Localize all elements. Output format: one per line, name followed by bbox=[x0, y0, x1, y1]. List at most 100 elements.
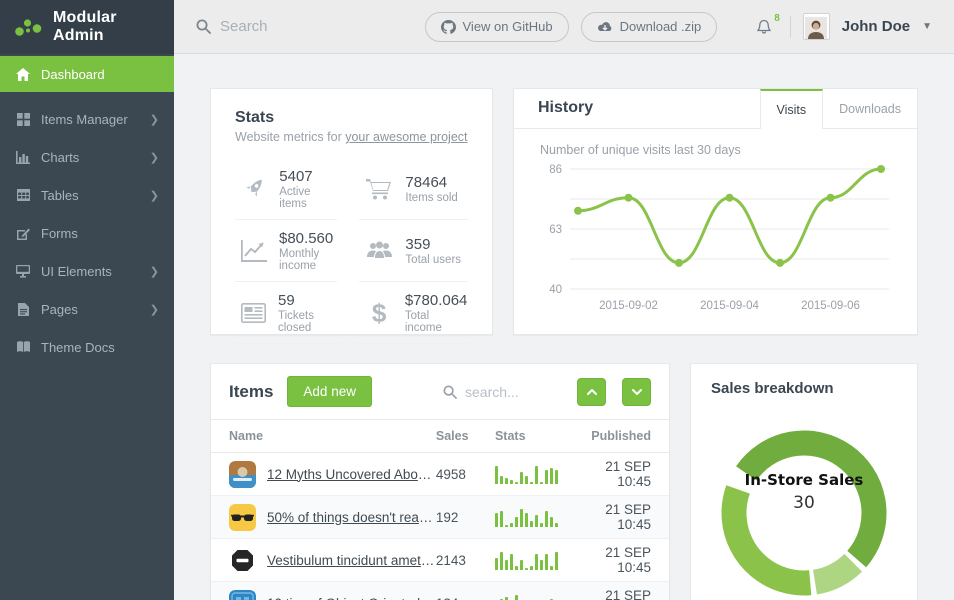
sales-value: 2143 bbox=[435, 538, 495, 582]
chevron-right-icon: ❯ bbox=[149, 303, 159, 316]
chevron-right-icon: ❯ bbox=[149, 189, 159, 202]
avatar[interactable] bbox=[802, 13, 830, 40]
notifications-button[interactable]: 8 bbox=[756, 13, 780, 36]
sales-title: Sales breakdown bbox=[711, 380, 834, 397]
search-icon bbox=[443, 384, 457, 399]
sidebar-item-items-manager[interactable]: Items Manager ❯ bbox=[0, 100, 174, 138]
table-row: Vestibulum tincidunt amet la... 2143 21 … bbox=[211, 538, 669, 582]
download-zip-button[interactable]: Download .zip bbox=[580, 11, 718, 42]
tickets-icon bbox=[241, 303, 266, 323]
sidebar-item-label: Theme Docs bbox=[41, 339, 115, 355]
chevron-down-icon[interactable]: ▼ bbox=[922, 21, 932, 32]
topbar-right: 8 John Doe ▼ bbox=[756, 13, 932, 40]
sidebar-item-label: Dashboard bbox=[41, 66, 105, 82]
published-value: 21 SEP 10:45 bbox=[591, 452, 669, 496]
items-search bbox=[443, 383, 557, 400]
sidebar-item-dashboard[interactable]: Dashboard bbox=[0, 56, 174, 92]
items-search-input[interactable] bbox=[465, 383, 557, 400]
view-on-github-button[interactable]: View on GitHub bbox=[424, 11, 569, 42]
svg-text:40: 40 bbox=[549, 284, 562, 296]
sales-value: 4958 bbox=[435, 452, 495, 496]
history-header: History Visits Downloads bbox=[514, 89, 917, 129]
rocket-icon bbox=[241, 177, 267, 201]
chart-icon bbox=[241, 240, 267, 262]
item-link[interactable]: Vestibulum tincidunt amet la... bbox=[267, 552, 435, 568]
cloud-download-icon bbox=[597, 21, 613, 33]
stat-tickets-closed: 59 Tickets closed bbox=[235, 282, 338, 344]
sidebar-item-label: UI Elements bbox=[41, 263, 112, 279]
stat-label: Total income bbox=[404, 310, 442, 334]
file-icon bbox=[15, 302, 31, 316]
stat-value: $780.064 bbox=[404, 292, 468, 309]
col-header-sales[interactable]: Sales bbox=[435, 419, 495, 453]
stat-label: Monthly income bbox=[279, 248, 320, 272]
dollar-icon: $ bbox=[371, 297, 387, 328]
sidebar-item-tables[interactable]: Tables ❯ bbox=[0, 176, 174, 214]
stat-value: 5407 bbox=[279, 168, 313, 185]
topbar: View on GitHub Download .zip 8 John Doe … bbox=[174, 0, 954, 54]
sort-down-button[interactable] bbox=[622, 377, 651, 406]
sidebar-item-ui-elements[interactable]: UI Elements ❯ bbox=[0, 252, 174, 290]
items-card: Items Add new bbox=[210, 363, 670, 600]
brand[interactable]: Modular Admin bbox=[0, 0, 174, 54]
sidebar-item-forms[interactable]: Forms bbox=[0, 214, 174, 252]
sparkline-chart bbox=[494, 507, 591, 527]
stat-label: Tickets closed bbox=[278, 310, 314, 334]
users-icon bbox=[365, 241, 393, 262]
published-value: 21 SEP 10:45 bbox=[591, 538, 669, 582]
stat-value: 59 bbox=[278, 292, 295, 309]
search-input[interactable] bbox=[220, 18, 360, 35]
item-link[interactable]: 10 tips of Object Oriented De... bbox=[267, 596, 435, 600]
stats-title: Stats bbox=[235, 109, 275, 126]
bar-chart-icon bbox=[15, 150, 31, 164]
project-link[interactable]: your awesome project bbox=[345, 130, 468, 144]
stat-items-sold: 78464 Items sold bbox=[359, 158, 468, 220]
stat-monthly-income: $80.560 Monthly income bbox=[235, 220, 338, 282]
sort-up-button[interactable] bbox=[577, 377, 606, 406]
sidebar-item-label: Forms bbox=[41, 225, 78, 241]
user-menu[interactable]: John Doe bbox=[841, 18, 911, 35]
search-icon bbox=[196, 19, 211, 34]
table-row: 50% of things doesn't really ... 192 21 … bbox=[211, 495, 669, 539]
item-link[interactable]: 12 Myths Uncovered About I... bbox=[267, 466, 435, 482]
sidebar-item-label: Tables bbox=[41, 187, 79, 203]
chevron-right-icon: ❯ bbox=[149, 113, 159, 126]
donut-chart: In-Store Sales 30 bbox=[711, 413, 897, 600]
table-row: 10 tips of Object Oriented De... 124 21 … bbox=[211, 581, 669, 600]
stat-value: $80.560 bbox=[279, 230, 334, 247]
sidebar-item-pages[interactable]: Pages ❯ bbox=[0, 290, 174, 328]
sidebar-item-label: Charts bbox=[41, 149, 80, 165]
view-on-github-label: View on GitHub bbox=[462, 19, 553, 34]
add-new-button[interactable]: Add new bbox=[287, 376, 372, 407]
donut-center-label: In-Store Sales 30 bbox=[744, 471, 864, 513]
col-header-published[interactable]: Published bbox=[591, 419, 669, 453]
stat-total-users: 359 Total users bbox=[359, 220, 468, 282]
main-content: Stats Website metrics for your awesome p… bbox=[174, 54, 954, 600]
stat-label: Items sold bbox=[405, 192, 458, 204]
book-icon bbox=[15, 341, 31, 353]
history-subtitle: Number of unique visits last 30 days bbox=[540, 143, 741, 157]
items-header: Items Add new bbox=[211, 364, 669, 419]
tab-visits[interactable]: Visits bbox=[759, 89, 824, 129]
blueprint-thumbnail-icon bbox=[229, 589, 256, 600]
download-zip-label: Download .zip bbox=[619, 19, 702, 34]
sidebar: Modular Admin Dashboard Items Manager ❯ … bbox=[0, 0, 174, 600]
table-row: 12 Myths Uncovered About I... 4958 21 SE… bbox=[211, 452, 669, 496]
sales-breakdown-card: Sales breakdown In-Store Sales 30 bbox=[690, 363, 918, 600]
stat-value: 78464 bbox=[405, 174, 448, 191]
sparkline-chart bbox=[495, 593, 591, 600]
table-icon bbox=[15, 189, 31, 201]
svg-text:86: 86 bbox=[549, 164, 562, 176]
sales-value: 124 bbox=[435, 581, 495, 600]
published-value: 21 SEP 10:45 bbox=[591, 495, 669, 539]
tab-downloads[interactable]: Downloads bbox=[839, 101, 901, 116]
item-link[interactable]: 50% of things doesn't really ... bbox=[267, 509, 435, 525]
sidebar-item-label: Pages bbox=[41, 301, 78, 317]
sidebar-item-charts[interactable]: Charts ❯ bbox=[0, 138, 174, 176]
col-header-name[interactable]: Name bbox=[211, 419, 436, 453]
col-header-stats[interactable]: Stats bbox=[494, 419, 592, 453]
items-title: Items bbox=[229, 381, 274, 401]
sidebar-item-theme-docs[interactable]: Theme Docs bbox=[0, 328, 174, 366]
stat-value: 359 bbox=[405, 236, 431, 253]
